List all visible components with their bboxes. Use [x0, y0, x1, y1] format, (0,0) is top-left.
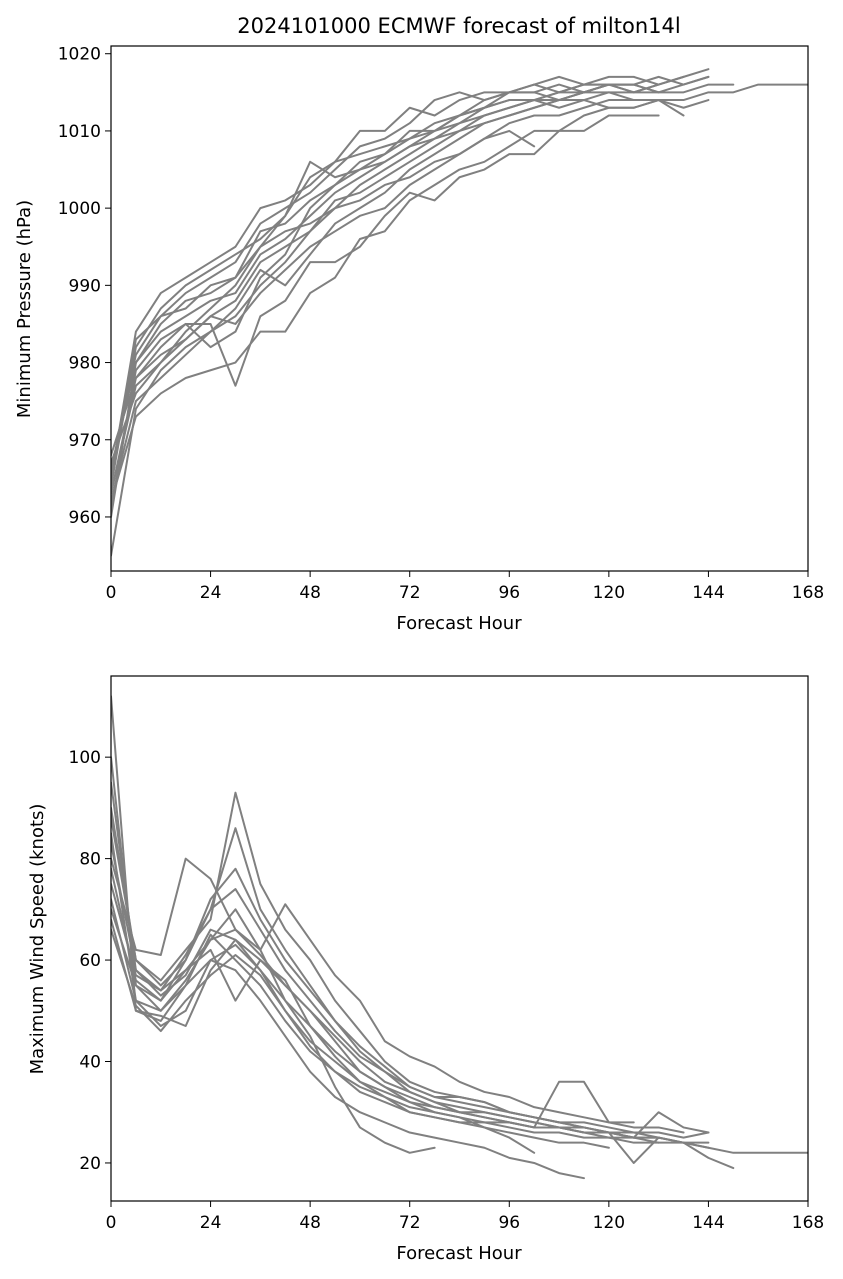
- wind-x-tick-label: 96: [498, 1213, 520, 1233]
- wind-x-tick: 48: [299, 1201, 321, 1233]
- wind-x-tick: 24: [200, 1201, 222, 1233]
- wind-axes-frame: [110, 675, 809, 1202]
- wind-y-tick: 80: [79, 850, 111, 870]
- pressure-x-tick: 24: [200, 571, 222, 603]
- wind-series-group: [111, 695, 808, 1180]
- pressure-x-ticks: 0 24 48 72 96 120 144 168: [106, 571, 824, 603]
- pressure-x-tick: 120: [593, 571, 625, 603]
- wind-x-tick: 168: [792, 1201, 824, 1233]
- wind-x-tick-label: 48: [299, 1213, 321, 1233]
- pressure-y-tick: 990: [69, 276, 111, 296]
- pressure-y-tick-label: 990: [69, 276, 101, 296]
- wind-y-tick-label: 40: [79, 1053, 101, 1073]
- pressure-y-axis-label: Minimum Pressure (hPa): [14, 200, 35, 418]
- wind-panel: 0 24 48 72 96 120 144 168 20 40 60 80 100 Forecast …: [27, 675, 824, 1264]
- pressure-x-axis-label: Forecast Hour: [396, 613, 522, 634]
- pressure-axes-frame: [110, 45, 809, 572]
- wind-x-tick-label: 72: [399, 1213, 421, 1233]
- pressure-x-tick: 0: [106, 571, 117, 603]
- wind-x-tick-label: 144: [692, 1213, 724, 1233]
- pressure-panel: 0 24 48 72 96 120 144 168 960 970 980 990 1000 1010 1…: [14, 45, 824, 634]
- pressure-y-tick-label: 970: [69, 431, 101, 451]
- pressure-series-group: [111, 68, 808, 557]
- wind-y-tick-label: 100: [69, 748, 101, 768]
- pressure-y-tick: 970: [69, 431, 111, 451]
- wind-y-tick: 40: [79, 1053, 111, 1073]
- pressure-member-line-11: [111, 83, 660, 503]
- wind-member-line-13: [111, 928, 536, 1154]
- pressure-x-tick-label: 72: [399, 583, 421, 603]
- pressure-x-tick: 96: [498, 571, 520, 603]
- wind-y-axis-label: Maximum Wind Speed (knots): [27, 804, 48, 1075]
- wind-x-tick: 0: [106, 1201, 117, 1233]
- wind-y-tick: 60: [79, 951, 111, 971]
- wind-y-tick-label: 20: [79, 1154, 101, 1174]
- pressure-member-line-14: [111, 75, 710, 472]
- pressure-y-ticks: 960 970 980 990 1000 1010 1020: [58, 45, 111, 528]
- wind-member-line-4: [111, 832, 585, 1180]
- pressure-y-tick: 1000: [58, 199, 111, 219]
- wind-member-line-11: [111, 867, 660, 1164]
- wind-x-tick-label: 0: [106, 1213, 117, 1233]
- wind-y-tick-label: 80: [79, 850, 101, 870]
- pressure-y-tick-label: 960: [69, 508, 101, 528]
- pressure-x-tick-label: 168: [792, 583, 824, 603]
- pressure-member-line-13: [111, 129, 536, 495]
- wind-y-tick-label: 60: [79, 951, 101, 971]
- wind-x-axis-label: Forecast Hour: [396, 1243, 522, 1264]
- pressure-member-line-10: [111, 99, 635, 464]
- pressure-x-tick-label: 48: [299, 583, 321, 603]
- pressure-x-tick: 144: [692, 571, 725, 603]
- pressure-x-tick-label: 120: [593, 583, 625, 603]
- pressure-x-tick-label: 144: [692, 583, 724, 603]
- pressure-y-tick-label: 1020: [58, 45, 101, 65]
- pressure-x-tick: 48: [299, 571, 321, 603]
- pressure-y-tick-label: 1000: [58, 199, 101, 219]
- pressure-x-tick-label: 0: [106, 583, 117, 603]
- pressure-y-tick: 960: [69, 508, 111, 528]
- chart-title: 2024101000 ECMWF forecast of milton14l: [237, 14, 680, 38]
- pressure-y-tick-label: 980: [69, 354, 101, 374]
- pressure-y-tick-label: 1010: [58, 122, 101, 142]
- wind-x-ticks: 0 24 48 72 96 120 144 168: [106, 1201, 824, 1233]
- wind-x-tick: 120: [593, 1201, 625, 1233]
- pressure-x-tick: 168: [792, 571, 824, 603]
- pressure-x-tick-label: 24: [200, 583, 222, 603]
- pressure-y-tick: 1020: [58, 45, 111, 65]
- pressure-y-tick: 980: [69, 354, 111, 374]
- wind-member-line-14: [111, 842, 710, 1139]
- wind-x-tick-label: 24: [200, 1213, 222, 1233]
- wind-y-tick: 20: [79, 1154, 111, 1174]
- wind-y-tick: 100: [69, 748, 111, 768]
- wind-member-line-5: [111, 857, 685, 1134]
- wind-x-tick-label: 120: [593, 1213, 625, 1233]
- wind-x-tick: 96: [498, 1201, 520, 1233]
- wind-x-tick: 144: [692, 1201, 725, 1233]
- pressure-member-line-4: [111, 75, 685, 480]
- pressure-x-tick-label: 96: [498, 583, 520, 603]
- pressure-x-tick: 72: [399, 571, 421, 603]
- wind-y-ticks: 20 40 60 80 100: [69, 748, 111, 1174]
- pressure-y-tick: 1010: [58, 122, 111, 142]
- wind-member-line-10: [111, 898, 635, 1129]
- wind-x-tick: 72: [399, 1201, 421, 1233]
- wind-x-tick-label: 168: [792, 1213, 824, 1233]
